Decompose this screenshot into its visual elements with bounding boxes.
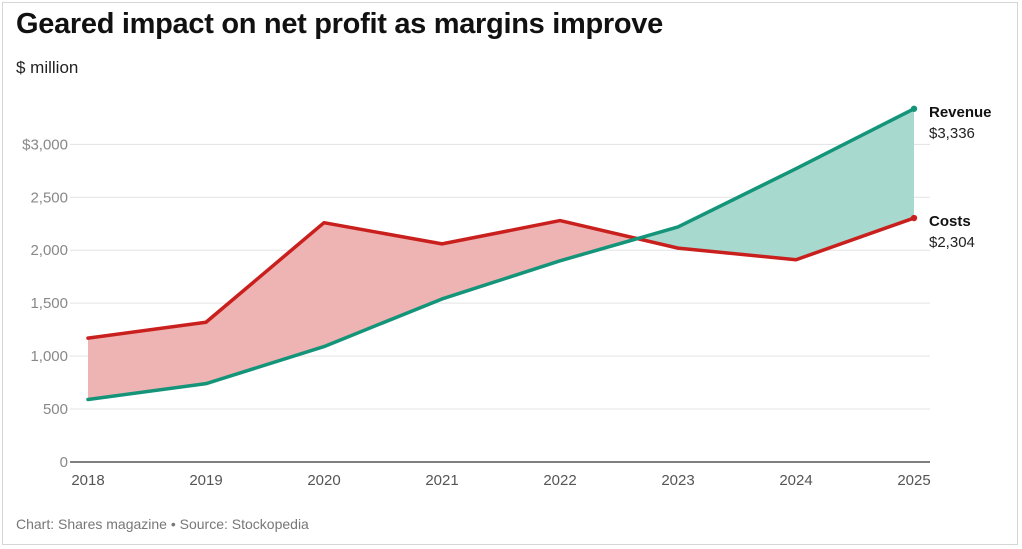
y-tick-label: 1,500 [30, 295, 68, 312]
gap-areas [88, 108, 914, 400]
y-tick-label: $3,000 [22, 136, 68, 153]
x-tick-label: 2018 [71, 472, 104, 489]
revenue-end-point [910, 105, 918, 112]
revenue-line [86, 107, 916, 402]
costs-value-label: $2,304 [929, 234, 975, 251]
chart-footer: Chart: Shares magazine • Source: Stockop… [16, 516, 309, 532]
costs-line [86, 216, 916, 340]
y-tick-label: 500 [43, 401, 68, 418]
series-labels: Revenue $3,336 Costs $2,304 [929, 104, 992, 251]
revenue-value-label: $3,336 [929, 125, 975, 142]
y-tick-label: 2,000 [30, 242, 68, 259]
y-tick-label: 2,500 [30, 189, 68, 206]
revenue-label: Revenue [929, 104, 992, 121]
costs-label: Costs [929, 213, 971, 230]
x-tick-label: 2019 [189, 472, 222, 489]
x-tick-label: 2025 [897, 472, 930, 489]
x-axis: 2018 2019 2020 2021 2022 2023 2024 2025 [71, 472, 930, 489]
profit-area [637, 108, 914, 260]
y-axis: 0 500 1,000 1,500 2,000 2,500 $3,000 [22, 136, 930, 471]
chart-subtitle: $ million [16, 58, 79, 77]
loss-area [88, 220, 638, 400]
chart-title: Geared impact on net profit as margins i… [16, 8, 663, 40]
x-tick-label: 2023 [661, 472, 694, 489]
y-tick-label: 1,000 [30, 348, 68, 365]
x-tick-label: 2024 [779, 472, 812, 489]
x-tick-label: 2020 [307, 472, 340, 489]
costs-end-point [910, 214, 918, 222]
series-lines [86, 105, 918, 402]
x-tick-label: 2021 [425, 472, 458, 489]
x-tick-label: 2022 [543, 472, 576, 489]
y-tick-label: 0 [60, 454, 68, 471]
